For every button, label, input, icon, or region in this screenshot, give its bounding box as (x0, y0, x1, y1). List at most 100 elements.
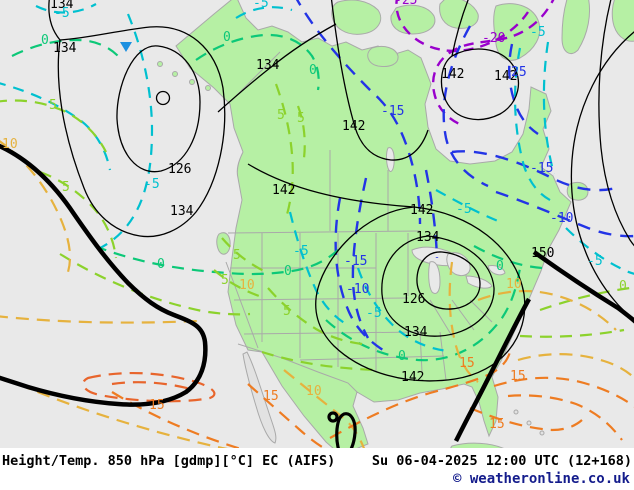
temp-line-minus15 (353, 178, 368, 338)
temp-line-zero (196, 35, 319, 90)
temp-line-minus5 (566, 228, 634, 275)
weather-map-canvas (0, 0, 634, 448)
credit-link[interactable]: © weatheronline.co.uk (452, 471, 630, 487)
temp-label: -5 (54, 6, 70, 21)
lake-michigan (429, 262, 440, 294)
contour-142-arctic (331, 0, 428, 160)
temp-label: -25 (394, 0, 418, 8)
temp-label: 5 (49, 98, 57, 113)
bahamas-island (514, 410, 518, 414)
lake-triangle-marker (120, 42, 132, 52)
vancouver-island (217, 233, 230, 254)
temp-line-plus5-se (520, 330, 624, 337)
temp-line-minus10 (496, 192, 634, 236)
temp-line-minus5 (436, 190, 498, 221)
temp-label: -15 (344, 254, 368, 269)
temp-label: 5 (277, 108, 285, 123)
contour-texas-small-loop (337, 414, 355, 448)
cuba (451, 443, 506, 448)
contour-126-lakes-inner (417, 252, 480, 309)
aleutian-island (206, 86, 211, 91)
bahamas-island (527, 421, 531, 425)
contour-142-lakes-outer (316, 207, 525, 381)
temp-label: -5 (366, 306, 382, 321)
temp-line-plus5 (40, 172, 116, 258)
contour-atlantic-inner (599, 0, 634, 252)
temp-line-zero (326, 268, 520, 360)
height-label: 142 (342, 119, 366, 134)
footer-caption: Height/Temp. 850 hPa [gdmp][°C] EC (AIFS… (0, 448, 634, 490)
temp-label: 10 (239, 278, 255, 293)
temp-line-minus10 (336, 198, 386, 352)
temp-label: 0 (157, 257, 165, 272)
temp-line-plus5 (222, 238, 264, 271)
low-center-marker (157, 92, 170, 105)
temp-line-zero (12, 40, 118, 56)
aleutian-island (190, 80, 195, 85)
contour-142-hudson-loop (441, 49, 518, 119)
temp-label: 5 (62, 180, 70, 195)
victoria-island (368, 46, 398, 66)
temp-line-gulf (262, 352, 380, 370)
height-label: 126 (402, 292, 426, 307)
political-borders (226, 52, 492, 392)
temp-label: -5 (144, 177, 160, 192)
temp-label: 15 (459, 356, 475, 371)
contour-atlantic-outer (571, 28, 634, 322)
contour-134-alaska (218, 24, 336, 112)
bahamas-island (540, 431, 544, 435)
valid-time: Su 06-04-2025 12:00 UTC (12+168) (371, 453, 632, 469)
temp-label: 5 (297, 111, 305, 126)
contour-thick-150-southeast (456, 299, 529, 441)
temp-label: 0 (309, 63, 317, 78)
temp-label: -5 (587, 254, 603, 269)
temp-line-plus15 (470, 408, 582, 430)
temp-contours (0, 0, 634, 448)
temp-label: 5 (233, 248, 241, 263)
temp-line-plus5 (0, 100, 106, 152)
contour-thick-150-northeast (534, 252, 634, 326)
height-label: 150 (531, 246, 555, 261)
temp-label: 10 (2, 137, 18, 152)
temp-label: 0 (496, 259, 504, 274)
height-label: 142 (401, 370, 425, 385)
temp-line-plus5 (268, 288, 362, 344)
height-label: 134 (416, 230, 440, 245)
temp-line-minus25 (396, 0, 528, 51)
temp-line-plus10 (450, 262, 478, 382)
baffin-east-island (562, 0, 590, 54)
temp-line-zero-se (540, 287, 634, 310)
contour-134-loop (58, 27, 224, 237)
height-label: 134 (53, 41, 77, 56)
temp-label: 0 (223, 30, 231, 45)
temp-label: 5 (221, 273, 229, 288)
temp-label: 0 (284, 264, 292, 279)
temp-line-plus10 (0, 316, 198, 323)
temp-line-minus5 (0, 82, 110, 170)
aleutian-island (173, 72, 178, 77)
temp-label: 15 (489, 417, 505, 432)
temp-line-plus5 (276, 84, 293, 218)
chart-title: Height/Temp. 850 hPa [gdmp][°C] EC (AIFS… (2, 453, 336, 469)
temp-label: -5 (293, 244, 309, 259)
height-label: 134 (170, 204, 194, 219)
height-contours (0, 0, 634, 448)
temp-label: -15 (530, 161, 554, 176)
temp-label: 0 (398, 349, 406, 364)
contour-134-lakes-mid (382, 236, 494, 336)
baja-california (243, 352, 276, 443)
height-label: 126 (168, 162, 192, 177)
continent-mainland (176, 0, 571, 448)
landmass-north-america (158, 0, 634, 448)
height-label: 142 (441, 67, 465, 82)
temp-label: -10 (550, 211, 574, 226)
temp-label: -10 (346, 282, 370, 297)
temp-line-plus15-loop (83, 373, 214, 401)
temp-line-plus15 (494, 378, 634, 409)
temp-line-minus5 (36, 4, 96, 13)
contour-142-hudson-feed (452, 0, 470, 56)
temp-line-plus5 (214, 270, 262, 297)
temp-label: 10 (506, 277, 522, 292)
temp-label: 0 (41, 33, 49, 48)
